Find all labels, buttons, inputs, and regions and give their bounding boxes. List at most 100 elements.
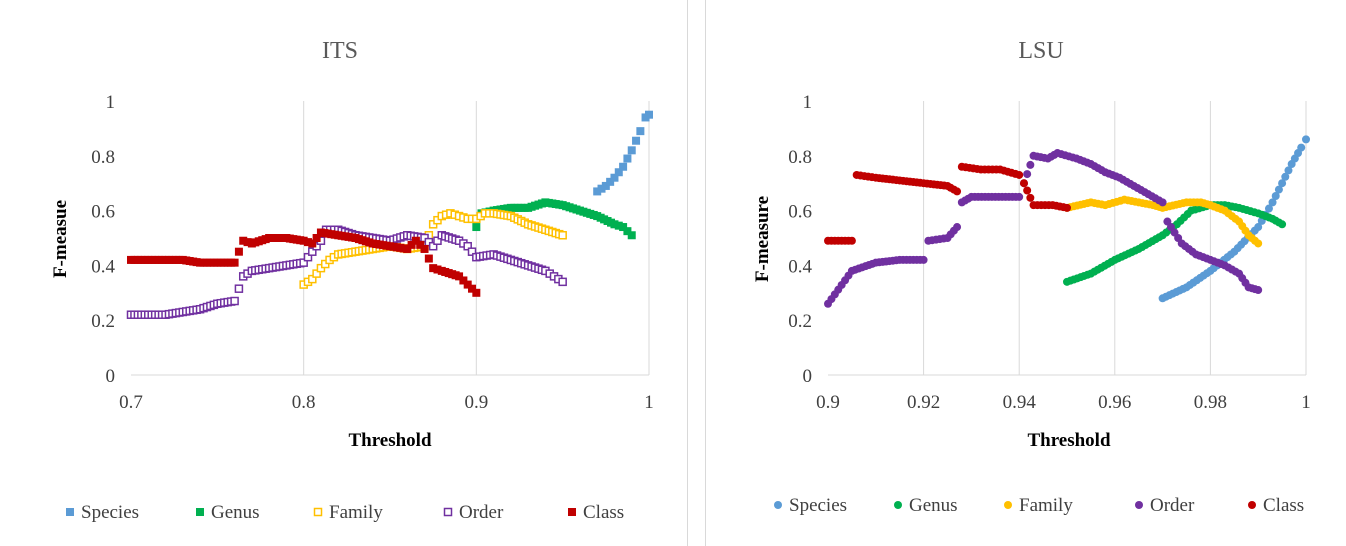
its-y-tick-label: 0.8 bbox=[91, 147, 115, 168]
its-data-point bbox=[312, 234, 321, 242]
its-legend-label: Genus bbox=[211, 502, 260, 523]
lsu-data-point bbox=[847, 236, 856, 245]
lsu-data-point bbox=[1026, 193, 1035, 202]
lsu-data-point bbox=[919, 255, 928, 264]
its-legend-label: Order bbox=[459, 502, 504, 523]
its-data-point bbox=[433, 236, 442, 245]
its-x-tick-label: 0.9 bbox=[464, 392, 488, 413]
its-legend-marker bbox=[66, 508, 74, 516]
its-data-point bbox=[467, 247, 477, 256]
its-data-point bbox=[632, 136, 641, 145]
lsu-data-point bbox=[1271, 191, 1280, 200]
lsu-x-tick-label: 1 bbox=[1301, 392, 1311, 413]
its-data-point bbox=[299, 258, 308, 267]
lsu-y-tick-label: 0.8 bbox=[788, 147, 812, 168]
lsu-data-point bbox=[1023, 186, 1032, 195]
its-data-point bbox=[312, 269, 321, 278]
its-chart-panel: ITS 0.7 0.8 0.9 1 0 0.2 0.4 0.6 0.8 1 Threshold F… bbox=[50, 0, 688, 546]
lsu-legend-marker bbox=[1135, 501, 1143, 509]
lsu-x-tick-label: 0.94 bbox=[1003, 392, 1037, 413]
its-data-point bbox=[239, 236, 248, 245]
its-data-point bbox=[303, 252, 313, 262]
its-legend-marker bbox=[313, 507, 323, 517]
its-data-point bbox=[627, 231, 636, 240]
its-data-point bbox=[416, 240, 425, 249]
lsu-data-point bbox=[1274, 185, 1283, 194]
lsu-legend-label: Species bbox=[789, 495, 847, 516]
lsu-x-tick-label: 0.98 bbox=[1194, 392, 1227, 413]
its-data-point bbox=[234, 247, 243, 256]
lsu-series-class bbox=[824, 162, 1071, 245]
lsu-plot-area: 0.9 0.92 0.94 0.96 0.98 1 0 0.2 0.4 0.6 0.8 1 bbox=[788, 92, 1311, 413]
its-data-point bbox=[455, 272, 464, 281]
lsu-data-point bbox=[1278, 220, 1287, 229]
its-data-point bbox=[411, 236, 420, 245]
its-data-point bbox=[593, 187, 602, 196]
lsu-data-point bbox=[1254, 239, 1263, 248]
its-data-point bbox=[424, 254, 433, 263]
lsu-legend-marker bbox=[1248, 501, 1256, 509]
lsu-legend-marker bbox=[894, 501, 902, 509]
its-data-point bbox=[472, 223, 481, 232]
its-legend-label: Family bbox=[329, 502, 383, 523]
its-y-tick-label: 0.2 bbox=[91, 311, 115, 332]
lsu-data-point bbox=[1015, 170, 1024, 179]
its-data-point bbox=[459, 276, 468, 285]
lsu-y-tick-label: 0.2 bbox=[788, 311, 812, 332]
lsu-data-point bbox=[1026, 160, 1035, 169]
lsu-data-point bbox=[1019, 179, 1028, 188]
its-y-tick-label: 0 bbox=[106, 366, 116, 387]
lsu-x-axis-label: Threshold bbox=[1027, 430, 1111, 451]
its-data-point bbox=[623, 227, 632, 236]
its-legend-marker bbox=[568, 508, 576, 516]
lsu-data-point bbox=[1254, 223, 1263, 232]
lsu-x-tick-label: 0.9 bbox=[816, 392, 840, 413]
its-data-point bbox=[619, 223, 628, 232]
its-data-point bbox=[623, 154, 632, 163]
lsu-data-point bbox=[1254, 286, 1263, 295]
lsu-data-point bbox=[1158, 198, 1167, 207]
its-series-class bbox=[127, 228, 481, 297]
its-data-point bbox=[597, 184, 606, 193]
its-data-point bbox=[627, 146, 636, 155]
lsu-y-tick-label: 0 bbox=[803, 366, 813, 387]
its-data-point bbox=[234, 284, 244, 293]
lsu-data-point bbox=[1023, 170, 1032, 179]
its-legend: Species Genus Family Order Class bbox=[66, 502, 624, 523]
its-y-tick-label: 0.6 bbox=[91, 202, 115, 223]
its-legend-label: Class bbox=[583, 502, 624, 523]
its-data-point bbox=[558, 231, 567, 240]
its-data-point bbox=[610, 173, 619, 182]
lsu-x-tick-label: 0.96 bbox=[1098, 392, 1131, 413]
lsu-x-tick-label: 0.92 bbox=[907, 392, 940, 413]
its-x-axis-label: Threshold bbox=[348, 430, 432, 451]
its-y-tick-label: 1 bbox=[106, 92, 116, 113]
its-plot-area: 0.7 0.8 0.9 1 0 0.2 0.4 0.6 0.8 1 bbox=[91, 92, 654, 413]
lsu-data-point bbox=[1302, 135, 1310, 144]
lsu-data-point bbox=[1015, 192, 1024, 201]
lsu-chart-title: LSU bbox=[1018, 38, 1063, 64]
its-data-point bbox=[403, 244, 412, 253]
its-data-point bbox=[243, 238, 252, 247]
lsu-legend-label: Genus bbox=[909, 495, 958, 516]
lsu-chart-svg: LSU 0.9 0.92 0.94 0.96 0.98 1 0 0.2 0.4 0.6 0.8 1 T… bbox=[752, 38, 1311, 516]
its-data-point bbox=[636, 127, 645, 136]
lsu-data-point bbox=[1278, 179, 1287, 188]
its-series-genus bbox=[472, 198, 636, 240]
lsu-data-point bbox=[1264, 204, 1273, 213]
its-data-point bbox=[429, 264, 438, 273]
lsu-series-family bbox=[1063, 195, 1263, 248]
its-y-tick-label: 0.4 bbox=[91, 256, 115, 277]
its-data-point bbox=[407, 240, 416, 249]
lsu-data-point bbox=[1268, 198, 1277, 207]
lsu-legend: Species Genus Family Order Class bbox=[774, 495, 1304, 516]
its-data-point bbox=[230, 296, 239, 306]
lsu-data-point bbox=[1297, 143, 1306, 152]
its-data-point bbox=[645, 110, 653, 119]
lsu-y-tick-label: 0.6 bbox=[788, 202, 812, 223]
its-data-point bbox=[610, 220, 619, 229]
its-data-point bbox=[428, 241, 438, 251]
lsu-legend-label: Family bbox=[1019, 495, 1073, 516]
lsu-data-point bbox=[953, 223, 962, 232]
its-chart-title: ITS bbox=[322, 38, 358, 64]
